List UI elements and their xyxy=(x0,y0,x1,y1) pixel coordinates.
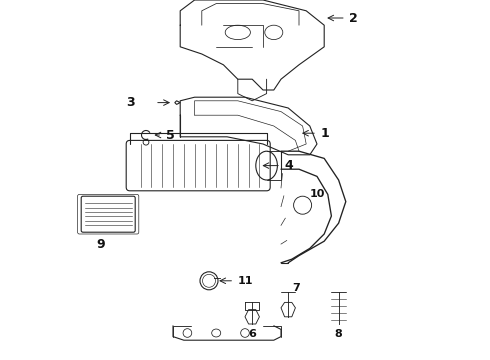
Text: 10: 10 xyxy=(310,189,325,199)
Text: 4: 4 xyxy=(285,159,294,172)
Text: 3: 3 xyxy=(126,96,135,109)
Text: 8: 8 xyxy=(335,329,343,339)
Text: 5: 5 xyxy=(166,129,174,141)
Text: 11: 11 xyxy=(238,276,253,286)
Text: 7: 7 xyxy=(292,283,299,293)
Text: 9: 9 xyxy=(97,238,105,251)
Text: 6: 6 xyxy=(248,329,256,339)
Text: 2: 2 xyxy=(349,12,358,24)
Text: 1: 1 xyxy=(320,127,329,140)
